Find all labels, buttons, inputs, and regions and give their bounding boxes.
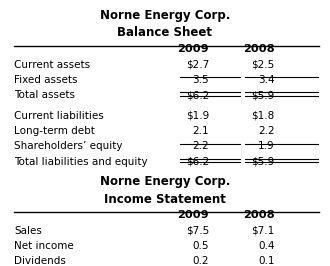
Text: Income Statement: Income Statement <box>104 193 226 206</box>
Text: Total liabilities and equity: Total liabilities and equity <box>15 157 148 167</box>
Text: Norne Energy Corp.: Norne Energy Corp. <box>100 9 230 22</box>
Text: Net income: Net income <box>15 241 74 251</box>
Text: 1.9: 1.9 <box>258 142 275 151</box>
Text: $2.5: $2.5 <box>251 60 275 69</box>
Text: 3.4: 3.4 <box>258 75 275 85</box>
Text: $2.7: $2.7 <box>186 60 209 69</box>
Text: $7.1: $7.1 <box>251 226 275 236</box>
Text: $5.9: $5.9 <box>251 157 275 167</box>
Text: Fixed assets: Fixed assets <box>15 75 78 85</box>
Text: 0.2: 0.2 <box>193 256 209 266</box>
Text: Balance Sheet: Balance Sheet <box>117 26 213 39</box>
Text: Norne Energy Corp.: Norne Energy Corp. <box>100 175 230 188</box>
Text: 0.1: 0.1 <box>258 256 275 266</box>
Text: 2008: 2008 <box>243 210 275 220</box>
Text: Sales: Sales <box>15 226 42 236</box>
Text: Shareholders’ equity: Shareholders’ equity <box>15 142 123 151</box>
Text: Long-term debt: Long-term debt <box>15 126 95 136</box>
Text: $1.8: $1.8 <box>251 111 275 121</box>
Text: 3.5: 3.5 <box>192 75 209 85</box>
Text: 2.2: 2.2 <box>192 142 209 151</box>
Text: Current liabilities: Current liabilities <box>15 111 104 121</box>
Text: $1.9: $1.9 <box>186 111 209 121</box>
Text: $6.2: $6.2 <box>186 157 209 167</box>
Text: $6.2: $6.2 <box>186 90 209 100</box>
Text: $5.9: $5.9 <box>251 90 275 100</box>
Text: $7.5: $7.5 <box>186 226 209 236</box>
Text: Current assets: Current assets <box>15 60 91 69</box>
Text: Dividends: Dividends <box>15 256 66 266</box>
Text: Total assets: Total assets <box>15 90 76 100</box>
Text: 0.5: 0.5 <box>193 241 209 251</box>
Text: 2008: 2008 <box>243 44 275 54</box>
Text: 2009: 2009 <box>178 210 209 220</box>
Text: 0.4: 0.4 <box>258 241 275 251</box>
Text: 2.1: 2.1 <box>192 126 209 136</box>
Text: 2.2: 2.2 <box>258 126 275 136</box>
Text: 2009: 2009 <box>178 44 209 54</box>
